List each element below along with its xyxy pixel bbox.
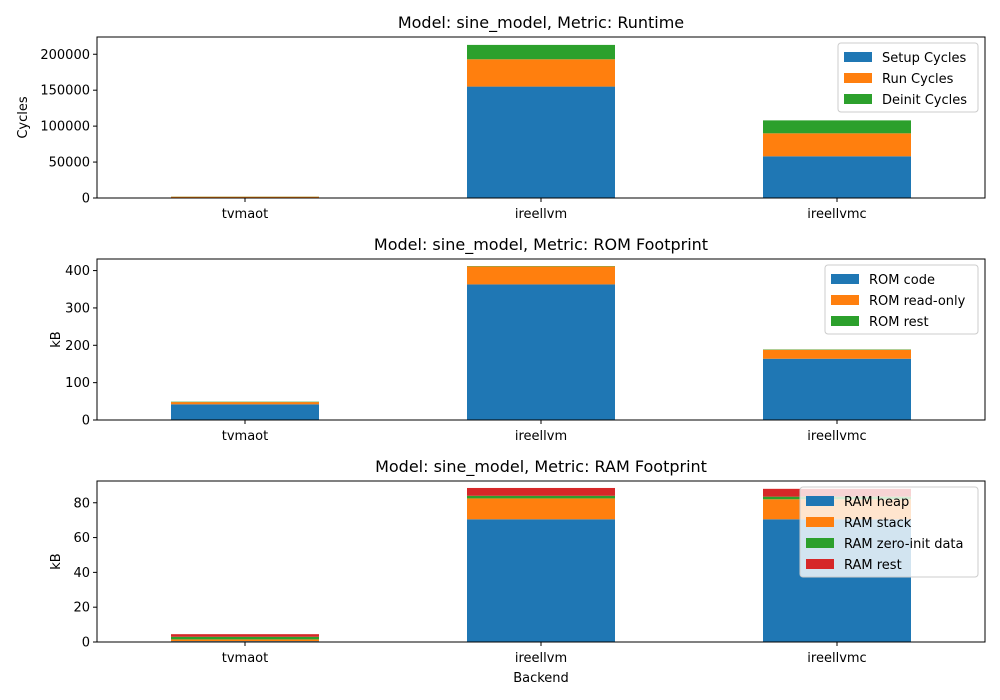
legend-label: ROM code bbox=[869, 273, 935, 288]
legend-label: RAM rest bbox=[844, 558, 902, 573]
y-axis-label: Cycles bbox=[16, 96, 31, 139]
bar-ireellvmc-deinit-cycles bbox=[763, 120, 911, 134]
y-tick-label: 40 bbox=[73, 566, 90, 581]
legend-swatch bbox=[844, 94, 872, 104]
chart-title: Model: sine_model, Metric: Runtime bbox=[398, 13, 684, 33]
legend: RAM heap RAM stack RAM zero-init data RAM r… bbox=[799, 486, 979, 578]
x-axis-label: Backend bbox=[513, 671, 569, 686]
chart-panel-3: 0 20 40 60 80 tvmaot ireellvm ireellvmc Model: s… bbox=[49, 457, 986, 686]
legend-swatch bbox=[806, 538, 834, 548]
y-tick-label: 0 bbox=[82, 636, 90, 651]
legend-label: ROM read-only bbox=[869, 294, 966, 309]
y-tick-label: 200000 bbox=[40, 48, 90, 63]
legend-swatch bbox=[806, 559, 834, 569]
bar-ireellvmc-run-cycles bbox=[763, 133, 911, 157]
bar-tvmaot-rom-code bbox=[171, 404, 319, 420]
legend-swatch bbox=[806, 517, 834, 527]
legend-label: RAM heap bbox=[844, 495, 909, 510]
x-tick-label: ireellvm bbox=[515, 207, 567, 222]
x-tick-label: ireellvmc bbox=[807, 429, 866, 444]
legend-box bbox=[837, 42, 979, 113]
x-tick-label: tvmaot bbox=[222, 429, 268, 444]
legend-label: RAM zero-init data bbox=[844, 537, 964, 552]
y-tick-label: 100 bbox=[65, 376, 90, 391]
chart-panel-2: 0 100 200 300 400 tvmaot ireellvm ireellvmc Mode… bbox=[49, 235, 986, 444]
legend-swatch bbox=[831, 316, 859, 326]
bar-ireellvm-run-cycles bbox=[467, 59, 615, 87]
legend-label: Deinit Cycles bbox=[882, 93, 967, 108]
y-tick-label: 400 bbox=[65, 264, 90, 279]
legend-swatch bbox=[831, 295, 859, 305]
y-tick-label: 100000 bbox=[40, 120, 90, 135]
y-tick-label: 200 bbox=[65, 339, 90, 354]
legend-swatch bbox=[844, 73, 872, 83]
y-tick-label: 20 bbox=[73, 601, 90, 616]
legend-box bbox=[799, 486, 979, 578]
bar-ireellvmc-setup-cycles bbox=[763, 156, 911, 198]
y-tick-label: 60 bbox=[73, 531, 90, 546]
x-tick-label: ireellvmc bbox=[807, 651, 866, 666]
y-tick-label: 150000 bbox=[40, 84, 90, 99]
legend: ROM code ROM read-only ROM rest bbox=[824, 264, 979, 335]
y-tick-label: 0 bbox=[82, 192, 90, 207]
legend-label: Run Cycles bbox=[882, 72, 954, 87]
legend-label: RAM stack bbox=[844, 516, 912, 531]
bar-ireellvm-rom-read-only bbox=[467, 266, 615, 285]
bar-tvmaot-rom-read-only bbox=[171, 402, 319, 405]
x-tick-label: ireellvmc bbox=[807, 207, 866, 222]
legend-label: ROM rest bbox=[869, 315, 929, 330]
y-tick-label: 0 bbox=[82, 414, 90, 429]
bar-tvmaot-ram-stack bbox=[171, 639, 319, 642]
y-tick-label: 80 bbox=[73, 496, 90, 511]
bar-ireellvm-ram-rest bbox=[467, 487, 615, 496]
x-tick-label: ireellvm bbox=[515, 429, 567, 444]
bar-ireellvmc-rom-code bbox=[763, 358, 911, 420]
chart-panel-1: 0 50000 100000 150000 200000 tvmaot ireellvm ir… bbox=[16, 13, 986, 222]
bar-ireellvm-deinit-cycles bbox=[467, 44, 615, 60]
bar-ireellvm-rom-code bbox=[467, 284, 615, 420]
bar-tvmaot-run-cycles bbox=[171, 196, 319, 198]
x-tick-label: tvmaot bbox=[222, 207, 268, 222]
x-tick-label: ireellvm bbox=[515, 651, 567, 666]
bar-ireellvm-ram-heap bbox=[467, 519, 615, 642]
bar-tvmaot-ram-rest bbox=[171, 634, 319, 637]
y-tick-label: 300 bbox=[65, 301, 90, 316]
legend-swatch bbox=[831, 274, 859, 284]
y-axis-label: kB bbox=[49, 553, 64, 569]
legend-swatch bbox=[806, 496, 834, 506]
legend-swatch bbox=[844, 52, 872, 62]
legend-label: Setup Cycles bbox=[882, 51, 966, 66]
legend-box bbox=[824, 264, 979, 335]
chart-title: Model: sine_model, Metric: RAM Footprint bbox=[375, 457, 707, 477]
y-tick-label: 50000 bbox=[49, 156, 90, 171]
chart-title: Model: sine_model, Metric: ROM Footprint bbox=[374, 235, 708, 255]
bar-ireellvm-ram-zero-init-data bbox=[467, 495, 615, 499]
bar-tvmaot-ram-zero-init-data bbox=[171, 636, 319, 640]
bar-ireellvm-ram-stack bbox=[467, 498, 615, 520]
bar-ireellvmc-rom-read-only bbox=[763, 349, 911, 359]
bar-ireellvm-setup-cycles bbox=[467, 86, 615, 198]
legend: Setup Cycles Run Cycles Deinit Cycles bbox=[837, 42, 979, 113]
x-tick-label: tvmaot bbox=[222, 651, 268, 666]
y-axis-label: kB bbox=[49, 331, 64, 347]
